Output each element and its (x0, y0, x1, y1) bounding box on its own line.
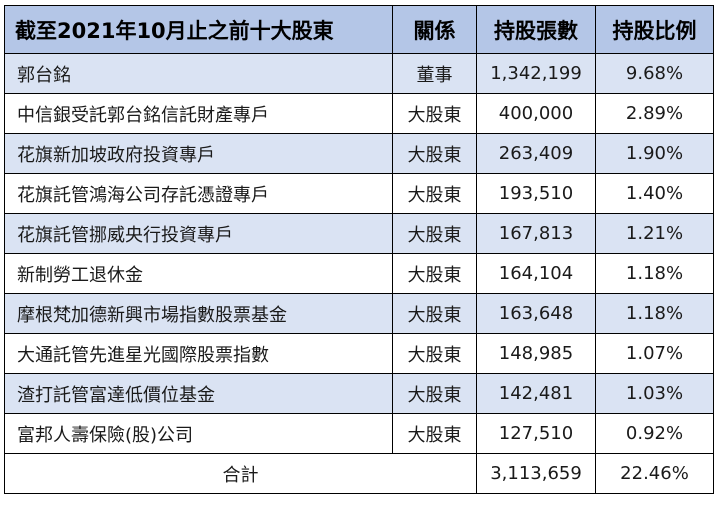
relation-cell: 董事 (392, 53, 477, 94)
header-shareholder-name: 截至2021年10月止之前十大股東 (4, 5, 393, 54)
shares-cell: 148,985 (476, 333, 596, 374)
relation-cell: 大股東 (392, 253, 477, 294)
table-row: 富邦人壽保險(股)公司 大股東 127,510 0.92% (4, 413, 714, 454)
relation-cell: 大股東 (392, 93, 477, 134)
table-row: 郭台銘 董事 1,342,199 9.68% (4, 53, 714, 94)
header-relation: 關係 (392, 5, 477, 54)
shareholder-name: 新制勞工退休金 (4, 253, 393, 294)
shares-cell: 142,481 (476, 373, 596, 414)
ratio-cell: 0.92% (595, 413, 714, 454)
ratio-cell: 1.03% (595, 373, 714, 414)
ratio-cell: 1.07% (595, 333, 714, 374)
shares-cell: 163,648 (476, 293, 596, 334)
shares-cell: 400,000 (476, 93, 596, 134)
table-row: 花旗新加坡政府投資專戶 大股東 263,409 1.90% (4, 133, 714, 174)
table-row: 渣打託管富達低價位基金 大股東 142,481 1.03% (4, 373, 714, 414)
ratio-cell: 2.89% (595, 93, 714, 134)
relation-cell: 大股東 (392, 213, 477, 254)
table-row: 大通託管先進星光國際股票指數 大股東 148,985 1.07% (4, 333, 714, 374)
relation-cell: 大股東 (392, 373, 477, 414)
header-row: 截至2021年10月止之前十大股東 關係 持股張數 持股比例 (4, 5, 714, 54)
ratio-cell: 1.40% (595, 173, 714, 214)
shareholders-table-container: 截至2021年10月止之前十大股東 關係 持股張數 持股比例 郭台銘 董事 1,… (4, 5, 714, 494)
shareholder-name: 大通託管先進星光國際股票指數 (4, 333, 393, 374)
shareholder-name: 摩根梵加德新興市場指數股票基金 (4, 293, 393, 334)
shares-cell: 1,342,199 (476, 53, 596, 94)
table-row: 中信銀受託郭台銘信託財產專戶 大股東 400,000 2.89% (4, 93, 714, 134)
shareholder-name: 中信銀受託郭台銘信託財產專戶 (4, 93, 393, 134)
relation-cell: 大股東 (392, 173, 477, 214)
total-shares: 3,113,659 (476, 453, 596, 494)
shareholder-name: 富邦人壽保險(股)公司 (4, 413, 393, 454)
shareholder-name: 花旗託管鴻海公司存託憑證專戶 (4, 173, 393, 214)
total-row: 合計 3,113,659 22.46% (4, 453, 714, 494)
total-ratio: 22.46% (595, 453, 714, 494)
shares-cell: 167,813 (476, 213, 596, 254)
ratio-cell: 1.21% (595, 213, 714, 254)
shareholder-name: 郭台銘 (4, 53, 393, 94)
relation-cell: 大股東 (392, 333, 477, 374)
table-row: 花旗託管鴻海公司存託憑證專戶 大股東 193,510 1.40% (4, 173, 714, 214)
shares-cell: 164,104 (476, 253, 596, 294)
header-shares: 持股張數 (476, 5, 596, 54)
shares-cell: 127,510 (476, 413, 596, 454)
ratio-cell: 1.18% (595, 253, 714, 294)
header-ratio: 持股比例 (595, 5, 714, 54)
relation-cell: 大股東 (392, 293, 477, 334)
shareholder-name: 花旗託管挪威央行投資專戶 (4, 213, 393, 254)
shareholder-name: 渣打託管富達低價位基金 (4, 373, 393, 414)
ratio-cell: 1.18% (595, 293, 714, 334)
top-ten-shareholders-table: 截至2021年10月止之前十大股東 關係 持股張數 持股比例 郭台銘 董事 1,… (4, 5, 714, 494)
total-label: 合計 (4, 453, 477, 494)
table-row: 摩根梵加德新興市場指數股票基金 大股東 163,648 1.18% (4, 293, 714, 334)
table-row: 新制勞工退休金 大股東 164,104 1.18% (4, 253, 714, 294)
ratio-cell: 9.68% (595, 53, 714, 94)
relation-cell: 大股東 (392, 133, 477, 174)
shares-cell: 193,510 (476, 173, 596, 214)
shares-cell: 263,409 (476, 133, 596, 174)
relation-cell: 大股東 (392, 413, 477, 454)
ratio-cell: 1.90% (595, 133, 714, 174)
shareholder-name: 花旗新加坡政府投資專戶 (4, 133, 393, 174)
table-row: 花旗託管挪威央行投資專戶 大股東 167,813 1.21% (4, 213, 714, 254)
